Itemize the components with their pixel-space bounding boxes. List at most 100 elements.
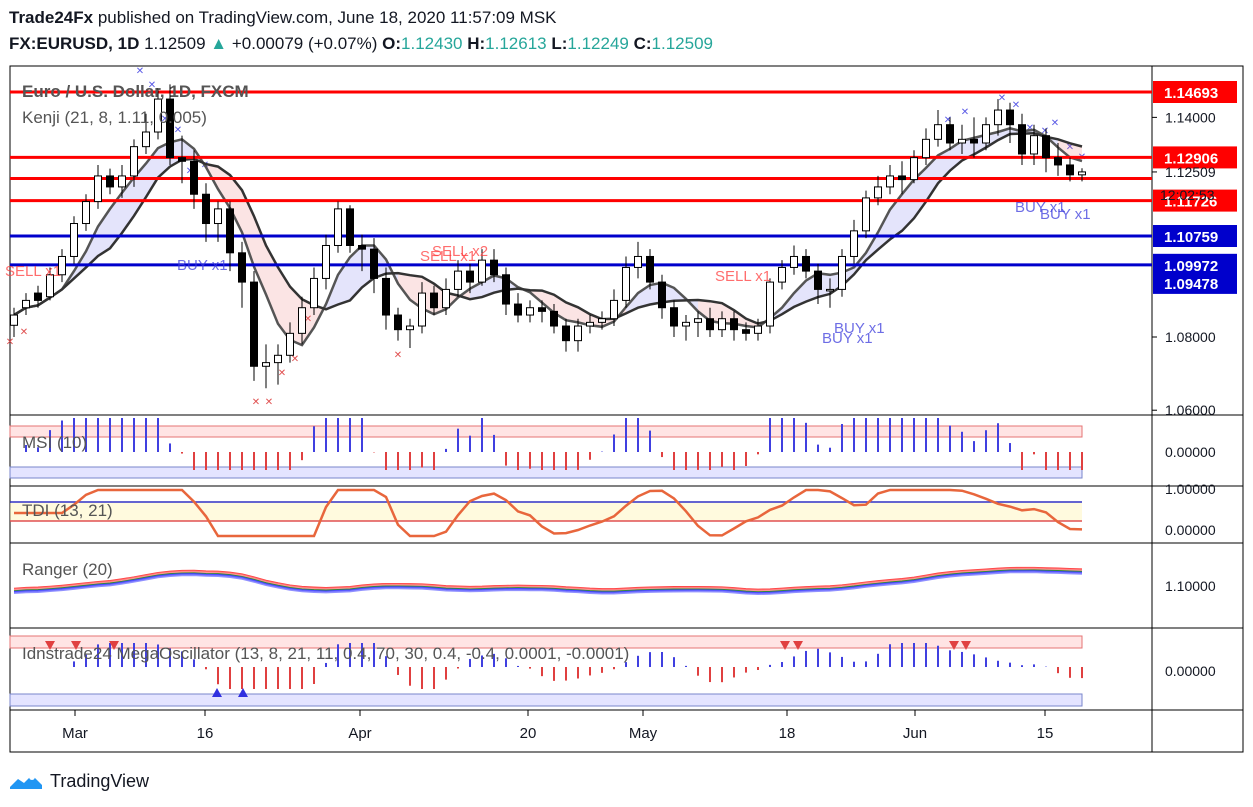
candle [346, 208, 354, 246]
signal-marker-icon: ✕ [1051, 118, 1059, 129]
candle [538, 307, 546, 312]
level-label-3: 1.11726 [1164, 194, 1217, 211]
candle [730, 318, 738, 331]
candle [982, 124, 990, 144]
candle [826, 288, 834, 292]
buy-arrow-icon [238, 688, 248, 697]
msi-lower-band [9, 466, 1083, 479]
tradingview-brand: TradingView [50, 770, 150, 791]
msi-tick: 0.00000 [1165, 444, 1216, 460]
candle [466, 270, 474, 283]
signal-marker-icon: ✕ [1041, 126, 1049, 137]
candle [418, 292, 426, 327]
mega-tick: 0.00000 [1165, 663, 1216, 679]
candle [778, 266, 786, 283]
chart-title: Euro / U.S. Dollar, 1D, FXCM [22, 82, 249, 101]
candle [874, 186, 882, 199]
low-value: 1.12249 [567, 34, 629, 53]
candle [82, 201, 90, 225]
panel-title-msi: MSI (10) [22, 433, 87, 452]
tradingview-footer[interactable]: TradingView [8, 768, 149, 794]
candle [310, 277, 318, 309]
mega-upper-band [9, 635, 1083, 649]
candle [910, 157, 918, 181]
candle [262, 362, 270, 367]
kenji-cloud [98, 208, 110, 257]
signal-marker-icon: ✕ [961, 107, 969, 118]
sell-arrow-icon [109, 641, 119, 650]
signal-marker-icon: ✕ [998, 93, 1006, 104]
candle [514, 303, 522, 316]
signal-label: SELL x1 [715, 268, 771, 285]
kenji-cloud [542, 290, 554, 313]
kenji-cloud [890, 194, 902, 240]
level-tag-3 [1153, 189, 1237, 212]
signal-label: BUY x1 [1015, 199, 1066, 216]
candle [682, 321, 690, 327]
candle [214, 208, 222, 225]
candle [790, 255, 798, 268]
candle [562, 325, 570, 342]
price-tick-label: 1.08000 [1165, 329, 1216, 345]
candle [394, 314, 402, 331]
candle [22, 299, 30, 309]
candle [34, 292, 42, 301]
candle [274, 354, 282, 364]
kenji-cloud [698, 299, 710, 321]
sell-arrow-icon [780, 641, 790, 650]
candle [430, 292, 438, 309]
candle [898, 175, 906, 181]
candle [766, 281, 774, 327]
publish-line: Trade24Fx published on TradingView.com, … [9, 8, 557, 28]
tdi-line [14, 488, 1083, 538]
sell-arrow-icon [793, 641, 803, 650]
candle [370, 248, 378, 279]
candle [658, 281, 666, 309]
signal-marker-icon: ✕ [174, 125, 182, 136]
indicator-title: Kenji (21, 8, 1.11, 0.005) [22, 108, 207, 127]
time-tick-label: 20 [520, 725, 537, 742]
signal-label: SELL x1 [5, 263, 61, 280]
candle [634, 255, 642, 268]
candle [742, 329, 750, 334]
candle [70, 223, 78, 257]
kenji-cloud [230, 175, 242, 233]
sell-arrow-icon [961, 641, 971, 650]
kenji-cloud [638, 285, 650, 308]
signal-label: SELL x1 [420, 248, 476, 265]
candle [886, 175, 894, 188]
low-label: L: [551, 34, 568, 53]
candle [610, 299, 618, 320]
level-label-5: 1.09972 [1164, 258, 1218, 275]
kenji-cloud [1058, 139, 1070, 158]
candle [1018, 124, 1026, 155]
kenji-cloud [134, 163, 146, 216]
candle [946, 124, 954, 144]
signal-marker-icon: ✕ [394, 350, 402, 361]
high-label: H: [467, 34, 486, 53]
extra-price-tag [1153, 271, 1237, 294]
signal-label: BUY x1 [834, 320, 885, 337]
signal-label: BUY x1 [1040, 206, 1091, 223]
candle [190, 160, 198, 195]
price-change: +0.00079 (+0.07%) [231, 34, 378, 53]
price-tick-label: 1.06000 [1165, 402, 1216, 418]
candle [922, 138, 930, 159]
level-label-1: 1.12906 [1164, 150, 1218, 167]
time-tick-label: Jun [903, 725, 927, 742]
signal-label: BUY x1 [822, 330, 873, 347]
ranger-line-4 [13, 570, 1083, 594]
bar-close-timer: 12:02:53 [1160, 187, 1215, 203]
level-label-4: 1.10759 [1164, 229, 1218, 246]
candle [10, 314, 18, 326]
close-label: C: [633, 34, 652, 53]
ranger-line-3 [13, 569, 1083, 593]
candle [622, 266, 630, 301]
candle [838, 255, 846, 290]
symbol-line: FX:EURUSD, 1D 1.12509 ▲ +0.00079 (+0.07%… [9, 34, 713, 54]
candle [994, 109, 1002, 126]
candle [934, 124, 942, 140]
panel-title-tdi: TDI (13, 21) [22, 501, 113, 520]
signal-marker-icon: ✕ [265, 397, 273, 408]
